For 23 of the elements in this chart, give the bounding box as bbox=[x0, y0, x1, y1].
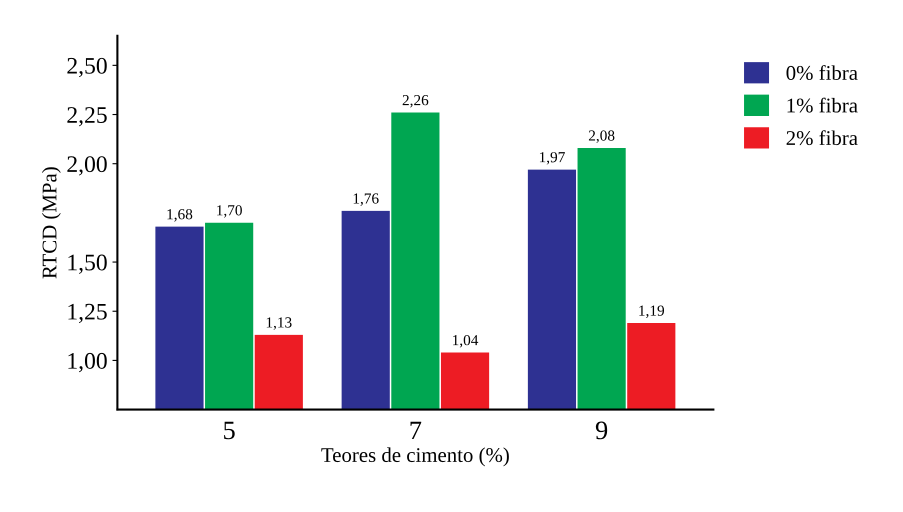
data-label: 1,68 bbox=[167, 209, 192, 222]
y-tick-label: 1,00 bbox=[68, 352, 107, 372]
x-tick-label: 9 bbox=[596, 422, 608, 440]
y-tick-label: 2,25 bbox=[67, 107, 107, 126]
data-label: 1,97 bbox=[540, 152, 565, 165]
legend-label: 1% fibra bbox=[788, 98, 858, 113]
data-label: 2,08 bbox=[588, 130, 614, 143]
y-tick-label: 1,25 bbox=[68, 304, 107, 324]
data-label: 2,26 bbox=[402, 95, 428, 108]
data-label: 1,19 bbox=[639, 306, 664, 318]
data-label: 1,13 bbox=[266, 317, 292, 330]
legend-label: 2% fibra bbox=[786, 130, 858, 146]
y-tick-label: 2,50 bbox=[67, 58, 107, 78]
data-label: 1,04 bbox=[453, 334, 478, 348]
y-tick-label: 1,50 bbox=[68, 254, 107, 274]
data-label: 1,70 bbox=[217, 205, 242, 218]
x-axis-title: Teores de cimento (%) bbox=[321, 447, 509, 466]
x-tick-label: 5 bbox=[224, 422, 235, 440]
y-tick-label: 2,00 bbox=[67, 156, 107, 176]
x-tick-label: 7 bbox=[410, 422, 422, 440]
data-label: 1,76 bbox=[354, 193, 379, 206]
legend-label: 0% fibra bbox=[786, 65, 858, 80]
y-axis-title: RTCD (MPa) bbox=[42, 167, 61, 278]
